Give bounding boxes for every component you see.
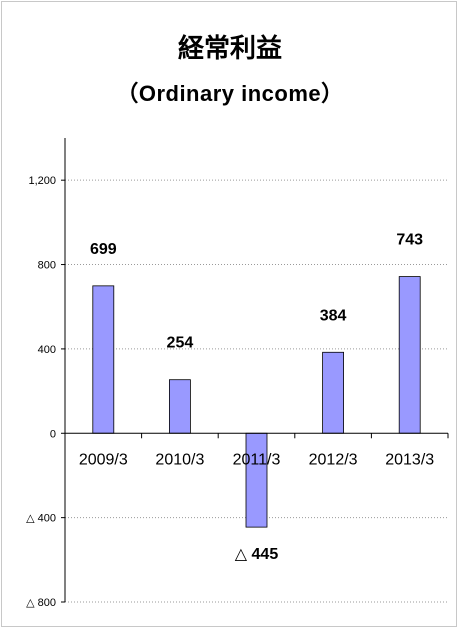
x-tick-label: 2010/3 <box>155 451 204 468</box>
y-tick-label: 0 <box>50 428 56 440</box>
y-tick-label: △ 800 <box>26 597 56 609</box>
bar <box>398 276 421 434</box>
bar <box>245 432 268 528</box>
bar <box>322 351 345 434</box>
chart-title: 経常利益 <box>177 33 282 63</box>
chart-subtitle: （Ordinary income） <box>116 81 344 106</box>
bar <box>168 379 191 434</box>
y-tick-label: 1,200 <box>28 175 56 187</box>
data-label: △ 445 <box>235 546 279 563</box>
y-tick-label: 400 <box>38 344 56 356</box>
data-label: 384 <box>320 307 347 324</box>
x-tick-label: 2013/3 <box>385 451 434 468</box>
data-label: 254 <box>167 335 194 352</box>
x-tick-label: 2012/3 <box>309 451 358 468</box>
y-tick-label: △ 400 <box>26 513 56 525</box>
y-tick-label: 800 <box>38 260 56 272</box>
data-label: 743 <box>396 232 423 249</box>
x-tick-label: 2009/3 <box>79 451 128 468</box>
bar <box>92 285 115 434</box>
data-label: 699 <box>90 241 117 258</box>
x-tick-label: 2011/3 <box>233 451 281 468</box>
